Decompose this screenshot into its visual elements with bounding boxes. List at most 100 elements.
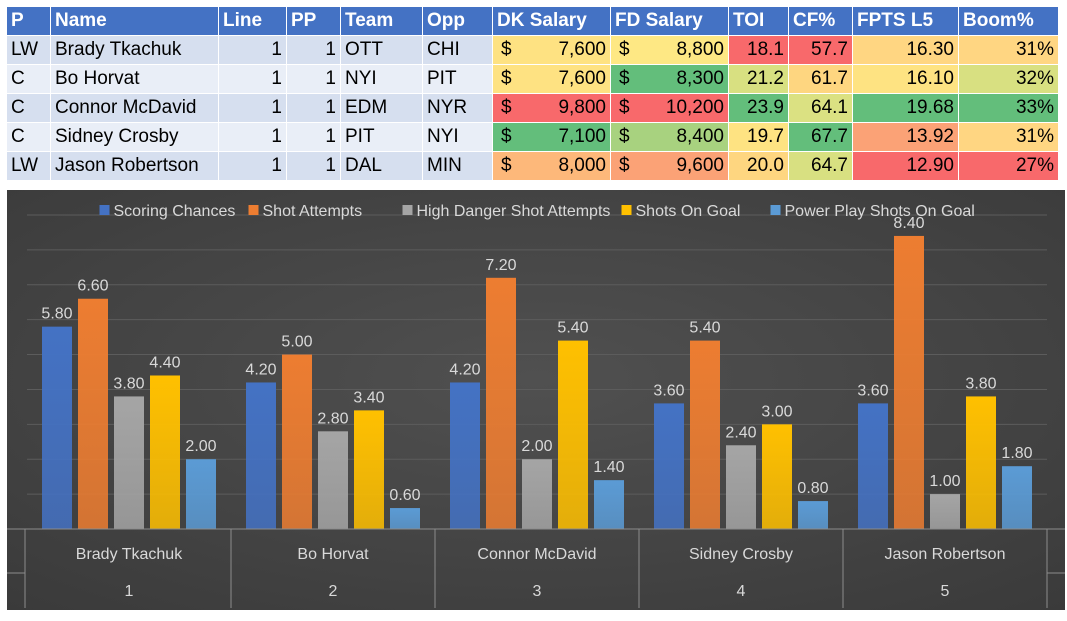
legend-item[interactable]: Scoring Chances bbox=[99, 203, 236, 220]
bar-chart: Scoring Chances Shot Attempts High Danger … bbox=[7, 190, 1065, 610]
x-tick-label: Sidney Crosby bbox=[689, 546, 793, 563]
legend-swatch bbox=[770, 205, 781, 215]
col-header-toi[interactable]: TOI bbox=[728, 6, 789, 36]
cell-fpts-l5: 19.68 bbox=[852, 93, 959, 123]
table-row[interactable]: C Bo Horvat 1 1 NYI PIT $7,600 $8,300 21.2 61.7 16… bbox=[6, 64, 1059, 94]
col-header-dk-salary[interactable]: DK Salary bbox=[492, 6, 611, 36]
cell-line: 1 bbox=[218, 64, 287, 94]
table-row[interactable]: C Sidney Crosby 1 1 PIT NYI $7,100 $8,400 19.7 67… bbox=[6, 122, 1059, 152]
bar bbox=[558, 340, 588, 529]
chart-background bbox=[7, 190, 1065, 610]
currency-symbol: $ bbox=[501, 155, 512, 176]
data-label: 5.80 bbox=[41, 306, 72, 323]
cell-pos: C bbox=[6, 64, 51, 94]
cell-fd-salary: $8,800 bbox=[610, 35, 729, 65]
cell-boom: 31% bbox=[958, 122, 1059, 152]
data-label: 2.00 bbox=[521, 438, 552, 455]
col-header-opp[interactable]: Opp bbox=[422, 6, 493, 36]
cell-name: Jason Robertson bbox=[50, 151, 219, 181]
x-tick-label: Connor McDavid bbox=[477, 546, 596, 563]
bar bbox=[522, 459, 552, 529]
legend-item[interactable]: Power Play Shots On Goal bbox=[770, 203, 975, 220]
col-header-pp[interactable]: PP bbox=[286, 6, 341, 36]
x-tick-index: 2 bbox=[329, 583, 338, 600]
data-label: 4.20 bbox=[449, 361, 480, 378]
cell-fpts-l5: 16.30 bbox=[852, 35, 959, 65]
data-label: 5.00 bbox=[281, 334, 312, 351]
data-label: 3.80 bbox=[965, 375, 996, 392]
col-header-cf[interactable]: CF% bbox=[788, 6, 853, 36]
col-header-fd-salary[interactable]: FD Salary bbox=[610, 6, 729, 36]
cell-opp: NYR bbox=[422, 93, 493, 123]
col-header-name[interactable]: Name bbox=[50, 6, 219, 36]
cell-cf: 57.7 bbox=[788, 35, 853, 65]
data-label: 5.40 bbox=[689, 320, 720, 337]
table-row[interactable]: C Connor McDavid 1 1 EDM NYR $9,800 $10,200 23.9… bbox=[6, 93, 1059, 123]
cell-fd-salary: $8,400 bbox=[610, 122, 729, 152]
bar bbox=[726, 445, 756, 529]
currency-symbol: $ bbox=[619, 68, 630, 89]
chart-container: Scoring Chances Shot Attempts High Danger … bbox=[7, 190, 1065, 610]
col-header-team[interactable]: Team bbox=[340, 6, 423, 36]
table-row[interactable]: LW Brady Tkachuk 1 1 OTT CHI $7,600 $8,800 18.1 5… bbox=[6, 35, 1059, 65]
col-header-boom[interactable]: Boom% bbox=[958, 6, 1059, 36]
data-label: 4.20 bbox=[245, 361, 276, 378]
data-label: 1.40 bbox=[593, 459, 624, 476]
data-label: 3.00 bbox=[761, 403, 792, 420]
col-header-line[interactable]: Line bbox=[218, 6, 287, 36]
cell-cf: 64.1 bbox=[788, 93, 853, 123]
bar bbox=[762, 424, 792, 529]
legend-swatch bbox=[99, 205, 110, 215]
currency-symbol: $ bbox=[501, 68, 512, 89]
data-label: 3.60 bbox=[857, 382, 888, 399]
bar bbox=[1002, 466, 1032, 529]
x-tick-label: Brady Tkachuk bbox=[76, 546, 183, 563]
legend-swatch bbox=[402, 205, 413, 215]
legend-item[interactable]: Shot Attempts bbox=[248, 203, 363, 220]
cell-pp: 1 bbox=[286, 64, 341, 94]
cell-opp: MIN bbox=[422, 151, 493, 181]
cell-dk-salary: $8,000 bbox=[492, 151, 611, 181]
bar bbox=[318, 431, 348, 529]
col-header-fpts-l5[interactable]: FPTS L5 bbox=[852, 6, 959, 36]
bar bbox=[42, 326, 72, 529]
cell-opp: CHI bbox=[422, 35, 493, 65]
data-label: 2.80 bbox=[317, 410, 348, 427]
bar bbox=[114, 396, 144, 529]
salary-amount: 8,300 bbox=[676, 68, 724, 89]
legend-label: High Danger Shot Attempts bbox=[417, 203, 611, 220]
legend-item[interactable]: High Danger Shot Attempts bbox=[402, 203, 611, 220]
bar bbox=[858, 403, 888, 529]
x-tick-index: 3 bbox=[533, 583, 542, 600]
x-tick-label: Bo Horvat bbox=[297, 546, 369, 563]
bar bbox=[930, 494, 960, 529]
legend-item[interactable]: Shots On Goal bbox=[621, 203, 741, 220]
bar bbox=[150, 375, 180, 529]
salary-amount: 8,800 bbox=[676, 39, 724, 60]
cell-fd-salary: $9,600 bbox=[610, 151, 729, 181]
cell-name: Sidney Crosby bbox=[50, 122, 219, 152]
legend-swatch bbox=[248, 205, 259, 215]
x-tick-index: 4 bbox=[737, 583, 746, 600]
salary-amount: 10,200 bbox=[665, 97, 724, 118]
data-label: 3.40 bbox=[353, 389, 384, 406]
currency-symbol: $ bbox=[619, 97, 630, 118]
cell-team: PIT bbox=[340, 122, 423, 152]
salary-amount: 8,400 bbox=[676, 126, 724, 147]
cell-boom: 32% bbox=[958, 64, 1059, 94]
cell-team: DAL bbox=[340, 151, 423, 181]
bar bbox=[246, 382, 276, 529]
cell-cf: 67.7 bbox=[788, 122, 853, 152]
currency-symbol: $ bbox=[501, 126, 512, 147]
table-row[interactable]: LW Jason Robertson 1 1 DAL MIN $8,000 $9,600 20.… bbox=[6, 151, 1059, 181]
cell-opp: PIT bbox=[422, 64, 493, 94]
data-label: 0.60 bbox=[389, 487, 420, 504]
salary-amount: 7,600 bbox=[558, 39, 606, 60]
legend-swatch bbox=[621, 205, 632, 215]
data-label: 6.60 bbox=[77, 278, 108, 295]
col-header-p[interactable]: P bbox=[6, 6, 51, 36]
cell-name: Bo Horvat bbox=[50, 64, 219, 94]
data-label: 1.80 bbox=[1001, 445, 1032, 462]
cell-opp: NYI bbox=[422, 122, 493, 152]
legend-label: Shot Attempts bbox=[263, 203, 363, 220]
